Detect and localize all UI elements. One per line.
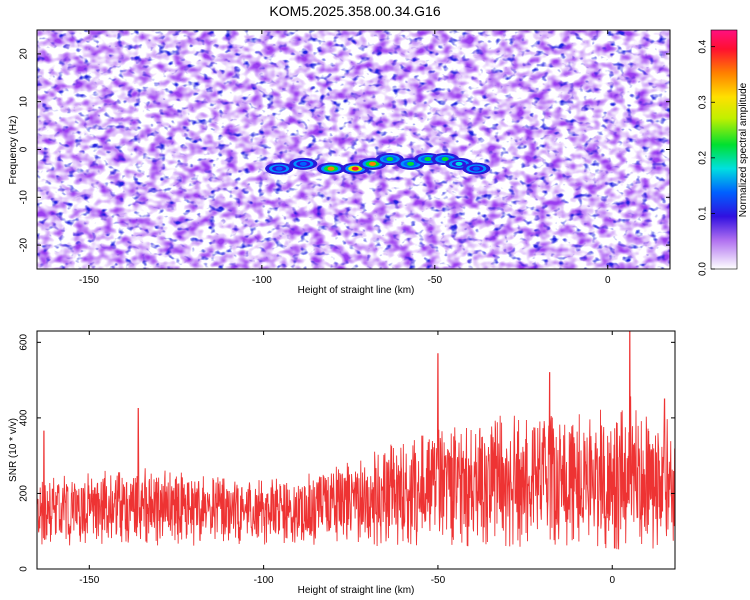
spectrogram-y-tick-label: 10 <box>19 96 30 108</box>
hotspot-core <box>386 157 394 162</box>
hotspot-core <box>455 161 463 166</box>
spectrogram-hotspots <box>265 153 491 175</box>
hotspot-core <box>275 166 283 171</box>
snr-y-tick-label: 200 <box>19 485 30 502</box>
hotspot-core <box>351 166 359 171</box>
spectrogram-y-tick-label: -10 <box>19 190 30 205</box>
snr-frame <box>36 330 676 570</box>
colorbar-tick-label: 0.2 <box>698 150 709 164</box>
snr-series-line <box>37 331 675 550</box>
spectrogram-x-tick-label: -50 <box>428 275 443 286</box>
colorbar-tick-label: 0.1 <box>698 206 709 220</box>
hotspot-core <box>472 166 480 171</box>
spectrogram-y-tick-label: -20 <box>19 237 30 252</box>
colorbar-label: Normalized spectral amplitude <box>738 82 749 217</box>
snr-y-tick-label: 0 <box>19 566 30 572</box>
colorbar: 0.0 0.1 0.2 0.3 0.4 Normalized spectral ampl… <box>698 29 749 276</box>
colorbar-ticks: 0.0 0.1 0.2 0.3 0.4 <box>698 39 715 276</box>
hotspot-core <box>369 161 377 166</box>
hotspot-core <box>299 161 307 166</box>
colorbar-tick-label: 0.4 <box>698 39 709 53</box>
snr-axes: -150 -100 -50 0 0 200 400 600 <box>19 331 675 586</box>
spectrogram-y-axis-label: Frequency (Hz) <box>8 116 19 185</box>
spectrogram-x-tick-label: -100 <box>252 275 272 286</box>
spectrogram-y-tick-label: 20 <box>19 48 30 60</box>
hotspot-core <box>441 157 449 162</box>
chart-title: KOM5.2025.358.00.34.G16 <box>269 3 440 19</box>
spectrogram-x-tick-label: 0 <box>605 275 611 286</box>
snr-y-axis-label: SNR (10 * v/v) <box>8 418 19 482</box>
snr-y-tick-label: 600 <box>19 334 30 351</box>
spectrogram-noise-field <box>37 30 670 269</box>
snr-x-axis-label: Height of straight line (km) <box>298 585 415 596</box>
colorbar-tick-label: 0.3 <box>698 95 709 109</box>
snr-x-tick-label: -150 <box>79 575 99 586</box>
snr-panel: -150 -100 -50 0 0 200 400 600 Height of straigh… <box>8 330 676 596</box>
snr-x-tick-label: -100 <box>254 575 274 586</box>
colorbar-tick-label: 0.0 <box>698 262 709 276</box>
spectrogram-y-tick-label: 0 <box>19 146 30 152</box>
snr-y-tick-label: 400 <box>19 409 30 426</box>
snr-x-tick-label: 0 <box>609 575 615 586</box>
hotspot-core <box>407 161 415 166</box>
hotspot-core <box>424 157 432 162</box>
spectrogram-x-tick-label: -150 <box>79 275 99 286</box>
snr-x-tick-label: -50 <box>431 575 446 586</box>
colorbar-gradient <box>710 29 738 270</box>
spectrogram-x-axis-label: Height of straight line (km) <box>298 285 415 296</box>
hotspot-core <box>327 166 335 171</box>
snr-background <box>37 331 675 569</box>
